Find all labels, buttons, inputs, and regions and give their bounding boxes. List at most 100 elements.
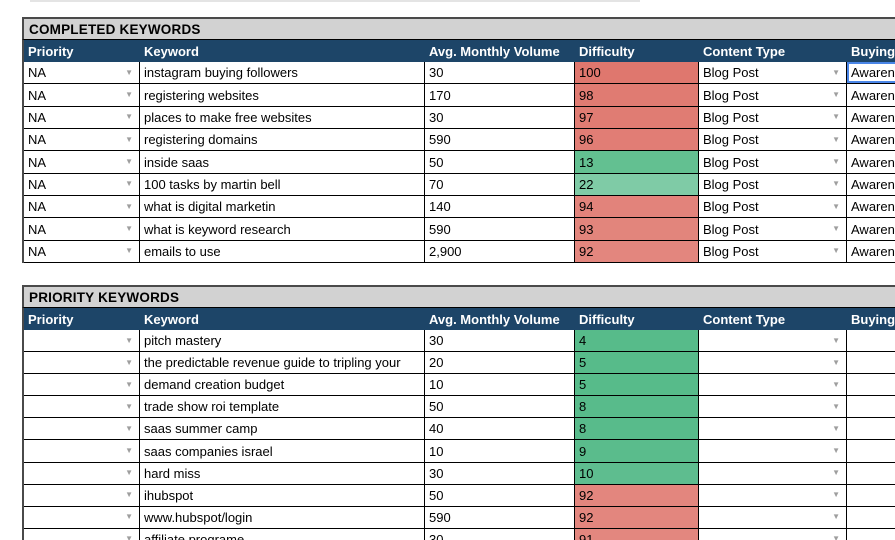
volume-cell[interactable]: 590 bbox=[425, 506, 575, 528]
difficulty-cell[interactable]: 97 bbox=[575, 106, 699, 129]
difficulty-cell[interactable]: 98 bbox=[575, 84, 699, 106]
dropdown-arrow-icon[interactable]: ▼ bbox=[832, 67, 840, 77]
buying-stage-cell[interactable]: Awareness bbox=[847, 84, 895, 105]
difficulty-cell[interactable]: 93 bbox=[575, 218, 699, 240]
keyword-cell[interactable]: emails to use bbox=[140, 240, 425, 263]
content-type-cell[interactable]: Blog Post ▼ bbox=[699, 173, 847, 196]
content-type-cell[interactable]: Blog Post ▼ bbox=[699, 240, 847, 263]
column-header-keyword[interactable]: Keyword bbox=[144, 311, 199, 327]
dropdown-arrow-icon[interactable]: ▼ bbox=[125, 357, 133, 367]
priority-cell[interactable]: ▼ bbox=[24, 462, 140, 484]
volume-cell[interactable]: 50 bbox=[425, 396, 575, 418]
column-header-volume[interactable]: Avg. Monthly Volume bbox=[429, 43, 560, 59]
buying-stage-cell[interactable]: Awareness bbox=[847, 196, 895, 217]
volume-cell[interactable]: 50 bbox=[425, 484, 575, 506]
priority-cell[interactable]: ▼ bbox=[24, 506, 140, 528]
keyword-cell[interactable]: registering domains bbox=[140, 129, 425, 151]
keyword-cell[interactable]: what is keyword research bbox=[140, 218, 425, 240]
difficulty-cell[interactable]: 5 bbox=[575, 352, 699, 374]
content-type-cell[interactable]: ▼ bbox=[699, 352, 847, 374]
volume-cell[interactable]: 30 bbox=[425, 62, 575, 84]
column-header-content_type[interactable]: Content Type bbox=[703, 43, 786, 59]
buying-stage-cell[interactable]: Awareness bbox=[847, 174, 895, 195]
buying-stage-cell[interactable]: Awareness bbox=[847, 62, 895, 83]
difficulty-cell[interactable]: 10 bbox=[575, 462, 699, 484]
dropdown-arrow-icon[interactable]: ▼ bbox=[832, 401, 840, 411]
dropdown-arrow-icon[interactable]: ▼ bbox=[125, 468, 133, 478]
dropdown-arrow-icon[interactable]: ▼ bbox=[832, 512, 840, 522]
dropdown-arrow-icon[interactable]: ▼ bbox=[125, 67, 133, 77]
section-title-priority-keywords[interactable]: PRIORITY KEYWORDS bbox=[22, 285, 895, 308]
difficulty-cell[interactable]: 92 bbox=[575, 240, 699, 263]
dropdown-arrow-icon[interactable]: ▼ bbox=[832, 157, 840, 167]
dropdown-arrow-icon[interactable]: ▼ bbox=[125, 246, 133, 256]
keyword-cell[interactable]: the predictable revenue guide to triplin… bbox=[140, 352, 425, 374]
dropdown-arrow-icon[interactable]: ▼ bbox=[832, 490, 840, 500]
content-type-cell[interactable]: Blog Post ▼ bbox=[699, 151, 847, 173]
content-type-cell[interactable]: ▼ bbox=[699, 506, 847, 528]
dropdown-arrow-icon[interactable]: ▼ bbox=[125, 134, 133, 144]
volume-cell[interactable]: 30 bbox=[425, 330, 575, 352]
dropdown-arrow-icon[interactable]: ▼ bbox=[832, 357, 840, 367]
difficulty-cell[interactable]: 13 bbox=[575, 151, 699, 173]
keyword-cell[interactable]: saas companies israel bbox=[140, 440, 425, 462]
dropdown-arrow-icon[interactable]: ▼ bbox=[125, 446, 133, 456]
content-type-cell[interactable]: ▼ bbox=[699, 462, 847, 484]
keyword-cell[interactable]: affiliate programe bbox=[140, 528, 425, 540]
column-header-difficulty[interactable]: Difficulty bbox=[579, 311, 635, 327]
buying-stage-cell[interactable]: Awareness bbox=[847, 241, 895, 262]
volume-cell[interactable]: 170 bbox=[425, 84, 575, 106]
column-header-volume[interactable]: Avg. Monthly Volume bbox=[429, 311, 560, 327]
volume-cell[interactable]: 30 bbox=[425, 462, 575, 484]
keyword-cell[interactable]: registering websites bbox=[140, 84, 425, 106]
volume-cell[interactable]: 140 bbox=[425, 196, 575, 218]
volume-cell[interactable]: 590 bbox=[425, 218, 575, 240]
dropdown-arrow-icon[interactable]: ▼ bbox=[832, 179, 840, 189]
content-type-cell[interactable]: ▼ bbox=[699, 484, 847, 506]
column-header-keyword[interactable]: Keyword bbox=[144, 43, 199, 59]
priority-cell[interactable]: ▼ bbox=[24, 330, 140, 352]
volume-cell[interactable]: 30 bbox=[425, 528, 575, 540]
volume-cell[interactable]: 40 bbox=[425, 418, 575, 440]
volume-cell[interactable]: 2,900 bbox=[425, 240, 575, 263]
content-type-cell[interactable]: Blog Post ▼ bbox=[699, 196, 847, 218]
dropdown-arrow-icon[interactable]: ▼ bbox=[125, 423, 133, 433]
priority-cell[interactable]: NA ▼ bbox=[24, 106, 140, 129]
keyword-cell[interactable]: www.hubspot/login bbox=[140, 506, 425, 528]
dropdown-arrow-icon[interactable]: ▼ bbox=[832, 335, 840, 345]
dropdown-arrow-icon[interactable]: ▼ bbox=[125, 112, 133, 122]
buying-stage-cell[interactable]: Awareness bbox=[847, 129, 895, 150]
priority-cell[interactable]: NA ▼ bbox=[24, 218, 140, 240]
column-header-buying[interactable]: Buying bbox=[851, 43, 895, 59]
buying-stage-cell[interactable] bbox=[847, 330, 895, 351]
volume-cell[interactable]: 590 bbox=[425, 129, 575, 151]
buying-stage-cell[interactable] bbox=[847, 440, 895, 461]
content-type-cell[interactable]: Blog Post ▼ bbox=[699, 106, 847, 129]
dropdown-arrow-icon[interactable]: ▼ bbox=[832, 134, 840, 144]
difficulty-cell[interactable]: 8 bbox=[575, 418, 699, 440]
volume-cell[interactable]: 10 bbox=[425, 374, 575, 396]
difficulty-cell[interactable]: 92 bbox=[575, 506, 699, 528]
volume-cell[interactable]: 10 bbox=[425, 440, 575, 462]
priority-cell[interactable]: NA ▼ bbox=[24, 196, 140, 218]
buying-stage-cell[interactable] bbox=[847, 485, 895, 506]
content-type-cell[interactable]: ▼ bbox=[699, 374, 847, 396]
content-type-cell[interactable]: ▼ bbox=[699, 330, 847, 352]
difficulty-cell[interactable]: 22 bbox=[575, 173, 699, 196]
content-type-cell[interactable]: ▼ bbox=[699, 440, 847, 462]
keyword-cell[interactable]: trade show roi template bbox=[140, 396, 425, 418]
dropdown-arrow-icon[interactable]: ▼ bbox=[832, 534, 840, 540]
priority-cell[interactable]: NA ▼ bbox=[24, 84, 140, 106]
column-header-priority[interactable]: Priority bbox=[28, 311, 74, 327]
column-header-buying[interactable]: Buying bbox=[851, 311, 895, 327]
difficulty-cell[interactable]: 100 bbox=[575, 62, 699, 84]
keyword-cell[interactable]: demand creation budget bbox=[140, 374, 425, 396]
buying-stage-cell[interactable] bbox=[847, 463, 895, 484]
content-type-cell[interactable]: ▼ bbox=[699, 396, 847, 418]
column-header-difficulty[interactable]: Difficulty bbox=[579, 43, 635, 59]
dropdown-arrow-icon[interactable]: ▼ bbox=[125, 179, 133, 189]
priority-cell[interactable]: NA ▼ bbox=[24, 62, 140, 84]
dropdown-arrow-icon[interactable]: ▼ bbox=[125, 379, 133, 389]
keyword-cell[interactable]: hard miss bbox=[140, 462, 425, 484]
dropdown-arrow-icon[interactable]: ▼ bbox=[125, 490, 133, 500]
